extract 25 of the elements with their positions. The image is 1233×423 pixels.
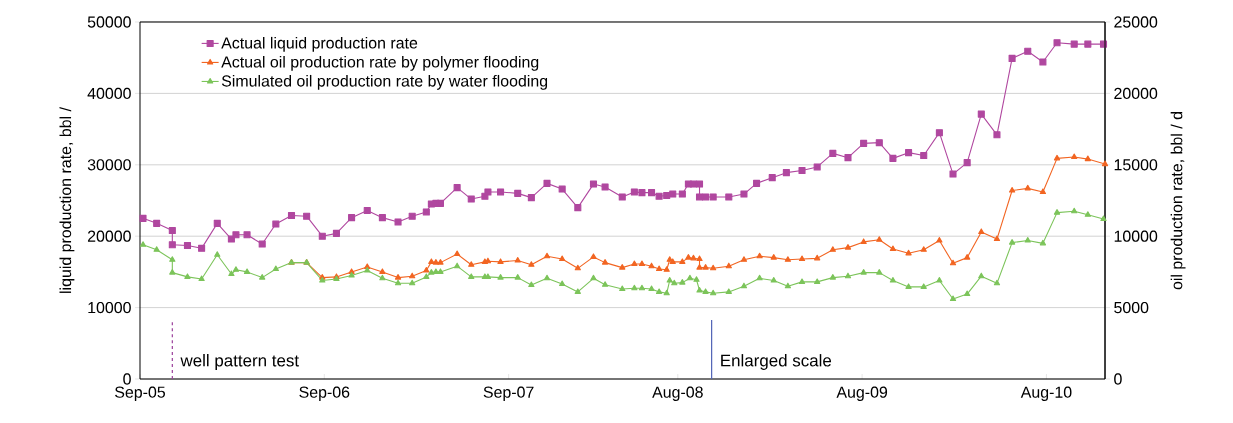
y2-axis-title: oil production rate, bbl / d bbox=[1170, 112, 1186, 290]
y2-tick-label: 25000 bbox=[1114, 16, 1158, 28]
y-axis-title: liquid production rate, bbl / bbox=[59, 107, 75, 293]
x-tick-label: Sep-07 bbox=[483, 386, 534, 401]
ref-line-label: Enlarged scale bbox=[721, 354, 832, 370]
y2-tick-label: 15000 bbox=[1114, 159, 1158, 171]
legend-label: Simulated oil production rate by water flooding bbox=[221, 74, 548, 90]
legend-label: Actual oil production rate by polymer flooding bbox=[221, 55, 539, 71]
x-tick-label: Aug-08 bbox=[652, 386, 703, 401]
y-tick-label: 50000 bbox=[87, 16, 131, 28]
x-tick-label: Aug-10 bbox=[1020, 386, 1072, 401]
x-tick-label: Aug-09 bbox=[836, 386, 888, 401]
y2-tick-label: 0 bbox=[1114, 373, 1122, 385]
y-tick-label: 40000 bbox=[87, 87, 131, 100]
y-tick-label: 10000 bbox=[88, 301, 131, 314]
x-tick-label: Sep-06 bbox=[299, 386, 350, 401]
y2-tick-label: 10000 bbox=[1114, 230, 1158, 242]
y2-tick-label: 5000 bbox=[1114, 301, 1149, 314]
y-tick-label: 0 bbox=[123, 373, 131, 385]
legend-label: Actual liquid production rate bbox=[221, 36, 418, 52]
ref-line-label: well pattern test bbox=[180, 354, 299, 370]
y-tick-label: 20000 bbox=[87, 230, 131, 242]
y-tick-label: 30000 bbox=[87, 159, 131, 171]
y2-tick-label: 20000 bbox=[1114, 87, 1158, 100]
x-tick-label: Sep-05 bbox=[115, 386, 166, 401]
